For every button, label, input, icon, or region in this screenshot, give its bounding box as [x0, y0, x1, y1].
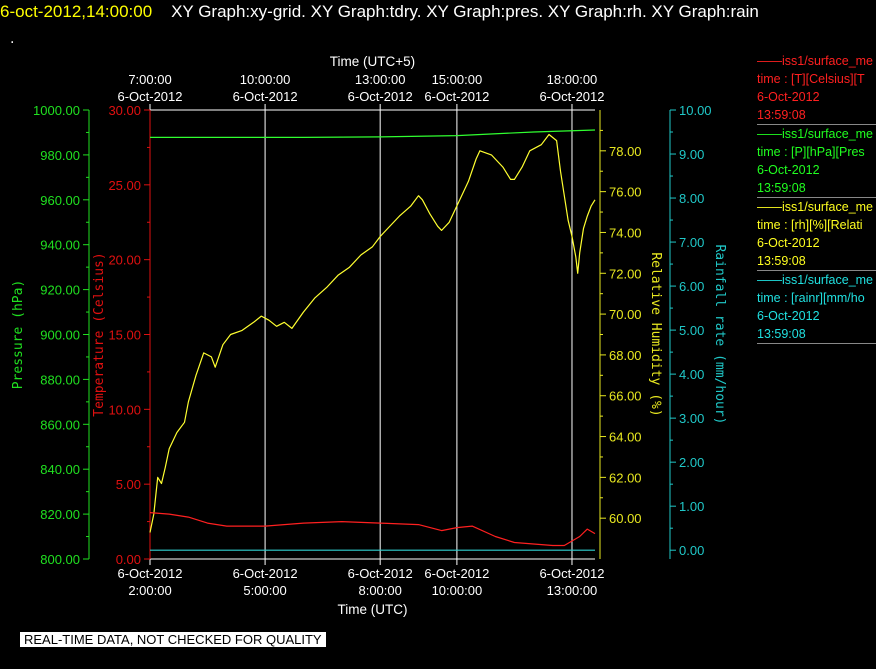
x-tick-label-date: 6-Oct-2012	[424, 566, 489, 581]
legend-series-name: ——iss1/surface_me	[757, 127, 874, 141]
y-tick-label-pres: 980.00	[40, 148, 80, 163]
y-tick-label-temp: 30.00	[108, 103, 141, 118]
legend-series-date: 6-Oct-2012	[757, 163, 820, 177]
y-tick-label-temp: 10.00	[108, 402, 141, 417]
x-tick-label-time: 7:00:00	[128, 72, 171, 87]
y-tick-label-rain: 10.00	[679, 103, 712, 118]
y-axis-title-pres: Pressure (hPa)	[11, 280, 26, 390]
y-tick-label-rh: 64.00	[609, 430, 642, 445]
legend-series-date: 6-Oct-2012	[757, 90, 820, 104]
stray-mark: .	[10, 31, 15, 47]
legend-series-field: time : [rainr][mm/ho	[757, 291, 865, 305]
x-tick-label-date: 6-Oct-2012	[233, 89, 298, 104]
y-tick-label-rain: 1.00	[679, 499, 704, 514]
x-tick-label-time: 18:00:00	[547, 72, 598, 87]
x-tick-label-time: 13:00:00	[547, 583, 598, 598]
x-tick-label-time: 10:00:00	[240, 72, 291, 87]
y-axis-title-rain: Rainfall rate (mm/hour)	[712, 244, 727, 424]
legend-series-date: 6-Oct-2012	[757, 236, 820, 250]
y-tick-label-rh: 72.00	[609, 266, 642, 281]
y-tick-label-pres: 860.00	[40, 417, 80, 432]
y-tick-label-pres: 940.00	[40, 238, 80, 253]
y-tick-label-rain: 6.00	[679, 279, 704, 294]
x-tick-label-time: 10:00:00	[432, 583, 483, 598]
y-tick-label-temp: 15.00	[108, 328, 141, 343]
y-tick-label-rh: 66.00	[609, 389, 642, 404]
legend-series-name: ——iss1/surface_me	[757, 200, 874, 214]
legend-entry-humidity: ——iss1/surface_me time : [rh][%][Relati …	[757, 198, 876, 271]
legend-series-time: 13:59:08	[757, 327, 806, 341]
y-tick-label-rh: 76.00	[609, 185, 642, 200]
quality-warning: REAL-TIME DATA, NOT CHECKED FOR QUALITY	[20, 632, 326, 647]
x-tick-label-date: 6-Oct-2012	[348, 89, 413, 104]
y-tick-label-temp: 5.00	[116, 477, 141, 492]
x-tick-label-date: 6-Oct-2012	[233, 566, 298, 581]
y-tick-label-temp: 25.00	[108, 178, 141, 193]
y-tick-label-rain: 0.00	[679, 543, 704, 558]
title-plot-list: XY Graph:xy-grid. XY Graph:tdry. XY Grap…	[171, 2, 759, 21]
y-tick-label-temp: 20.00	[108, 253, 141, 268]
legend: ——iss1/surface_me time : [T][Celsius][T …	[757, 52, 876, 344]
y-tick-label-rh: 60.00	[609, 511, 642, 526]
y-tick-label-pres: 920.00	[40, 283, 80, 298]
y-tick-label-pres: 800.00	[40, 552, 80, 567]
x-tick-label-date: 6-Oct-2012	[424, 89, 489, 104]
legend-series-time: 13:59:08	[757, 108, 806, 122]
x-tick-label-date: 6-Oct-2012	[117, 566, 182, 581]
y-tick-label-temp: 0.00	[116, 552, 141, 567]
legend-series-field: time : [T][Celsius][T	[757, 72, 865, 86]
x-tick-label-date: 6-Oct-2012	[117, 89, 182, 104]
x-tick-label-time: 2:00:00	[128, 583, 171, 598]
legend-series-name: ——iss1/surface_me	[757, 273, 874, 287]
title-datetime: 6-oct-2012,14:00:00	[0, 2, 153, 21]
legend-series-date: 6-Oct-2012	[757, 309, 820, 323]
y-tick-label-rain: 2.00	[679, 455, 704, 470]
y-tick-label-rh: 62.00	[609, 470, 642, 485]
y-tick-label-rain: 3.00	[679, 411, 704, 426]
legend-series-name: ——iss1/surface_me	[757, 54, 874, 68]
y-tick-label-pres: 1000.00	[33, 103, 80, 118]
y-tick-label-pres: 840.00	[40, 462, 80, 477]
series-line-pres	[150, 129, 596, 138]
y-tick-label-pres: 880.00	[40, 372, 80, 387]
y-tick-label-pres: 900.00	[40, 328, 80, 343]
x-axis-title-top: Time (UTC+5)	[330, 54, 415, 69]
series-line-temp	[149, 512, 596, 547]
y-axis-title-temp: Temperature (Celsius)	[92, 252, 107, 416]
y-tick-label-rh: 68.00	[609, 348, 642, 363]
y-tick-label-pres: 820.00	[40, 507, 80, 522]
y-tick-label-rain: 8.00	[679, 191, 704, 206]
legend-series-time: 13:59:08	[757, 181, 806, 195]
legend-entry-temperature: ——iss1/surface_me time : [T][Celsius][T …	[757, 52, 876, 125]
x-tick-label-date: 6-Oct-2012	[539, 89, 604, 104]
y-tick-label-pres: 960.00	[40, 193, 80, 208]
legend-series-field: time : [rh][%][Relati	[757, 218, 863, 232]
x-tick-label-time: 15:00:00	[432, 72, 483, 87]
x-tick-label-date: 6-Oct-2012	[539, 566, 604, 581]
y-tick-label-rh: 74.00	[609, 225, 642, 240]
y-tick-label-rh: 78.00	[609, 144, 642, 159]
legend-entry-rainfall: ——iss1/surface_me time : [rainr][mm/ho 6…	[757, 271, 876, 344]
x-tick-label-time: 5:00:00	[243, 583, 286, 598]
y-tick-label-rh: 70.00	[609, 307, 642, 322]
y-tick-label-rain: 4.00	[679, 367, 704, 382]
series-line-rh	[149, 133, 596, 533]
x-tick-label-time: 8:00:00	[358, 583, 401, 598]
y-tick-label-rain: 5.00	[679, 323, 704, 338]
x-tick-label-date: 6-Oct-2012	[348, 566, 413, 581]
legend-series-time: 13:59:08	[757, 254, 806, 268]
y-axis-title-rh: Relative Humidity (%)	[648, 252, 663, 416]
legend-series-field: time : [P][hPa][Pres	[757, 145, 865, 159]
x-tick-label-time: 13:00:00	[355, 72, 406, 87]
y-tick-label-rain: 7.00	[679, 235, 704, 250]
legend-entry-pressure: ——iss1/surface_me time : [P][hPa][Pres 6…	[757, 125, 876, 198]
x-axis-title-bottom: Time (UTC)	[338, 602, 408, 617]
y-tick-label-rain: 9.00	[679, 147, 704, 162]
window-title: 6-oct-2012,14:00:00 XY Graph:xy-grid. XY…	[0, 2, 759, 22]
